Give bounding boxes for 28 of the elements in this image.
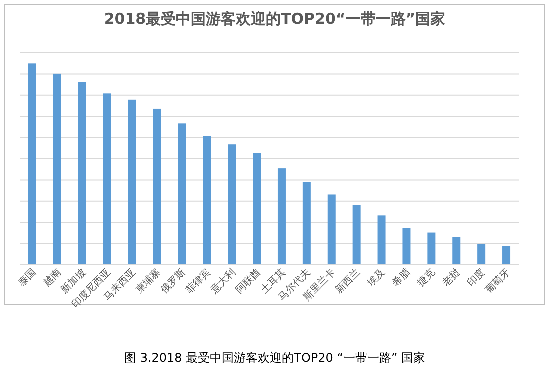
bar bbox=[352, 205, 361, 265]
bar bbox=[428, 232, 436, 265]
x-tick-label: 泰国 bbox=[16, 267, 39, 290]
bar bbox=[203, 136, 212, 265]
chart-title: 2018最受中国游客欢迎的TOP20“一带一路”国家 bbox=[104, 10, 446, 28]
bar bbox=[402, 228, 411, 265]
bar bbox=[103, 94, 112, 265]
x-tick-label: 老挝 bbox=[440, 266, 463, 290]
bar bbox=[153, 108, 162, 265]
bar bbox=[53, 74, 62, 265]
x-tick-label: 埃及 bbox=[364, 266, 388, 290]
x-tick-label: 新西兰 bbox=[333, 266, 363, 296]
x-tick-label: 捷克 bbox=[415, 266, 438, 290]
bar bbox=[328, 194, 336, 265]
bar bbox=[502, 246, 511, 265]
bar bbox=[228, 144, 236, 265]
caption: 图 3.2018 最受中国游客欢迎的TOP20 “一带一路” 国家 bbox=[124, 351, 426, 365]
bar bbox=[28, 64, 36, 265]
bar bbox=[78, 82, 86, 265]
bar bbox=[178, 124, 186, 265]
bar bbox=[302, 182, 311, 265]
x-tick-label: 希腊 bbox=[390, 266, 413, 290]
bar bbox=[253, 153, 262, 265]
bar bbox=[128, 100, 136, 265]
bar bbox=[478, 244, 486, 265]
bar bbox=[378, 216, 386, 265]
bar bbox=[452, 237, 461, 265]
bar bbox=[278, 168, 286, 265]
